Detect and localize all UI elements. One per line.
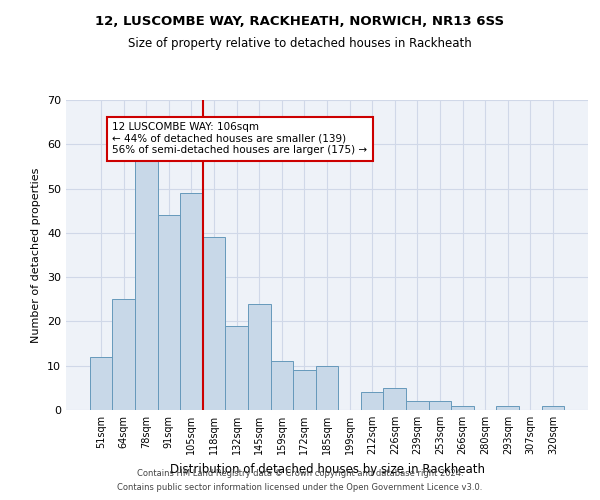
Bar (293, 370, 316, 410)
Bar (496, 406, 519, 410)
Bar (383, 388, 406, 410)
Bar (90, 357, 112, 410)
Y-axis label: Number of detached properties: Number of detached properties (31, 168, 41, 342)
Bar (112, 300, 135, 410)
Bar (203, 238, 226, 410)
Bar (248, 304, 271, 410)
Text: Contains public sector information licensed under the Open Government Licence v3: Contains public sector information licen… (118, 484, 482, 492)
Bar (428, 401, 451, 410)
Bar (226, 326, 248, 410)
Bar (180, 193, 203, 410)
Bar (406, 401, 428, 410)
Bar (361, 392, 383, 410)
Text: 12 LUSCOMBE WAY: 106sqm
← 44% of detached houses are smaller (139)
56% of semi-d: 12 LUSCOMBE WAY: 106sqm ← 44% of detache… (112, 122, 367, 156)
Bar (271, 362, 293, 410)
Bar (451, 406, 474, 410)
X-axis label: Distribution of detached houses by size in Rackheath: Distribution of detached houses by size … (170, 462, 485, 475)
Bar (135, 158, 158, 410)
Text: Size of property relative to detached houses in Rackheath: Size of property relative to detached ho… (128, 38, 472, 51)
Text: Contains HM Land Registry data © Crown copyright and database right 2024.: Contains HM Land Registry data © Crown c… (137, 468, 463, 477)
Bar (316, 366, 338, 410)
Bar (158, 215, 180, 410)
Bar (542, 406, 564, 410)
Text: 12, LUSCOMBE WAY, RACKHEATH, NORWICH, NR13 6SS: 12, LUSCOMBE WAY, RACKHEATH, NORWICH, NR… (95, 15, 505, 28)
